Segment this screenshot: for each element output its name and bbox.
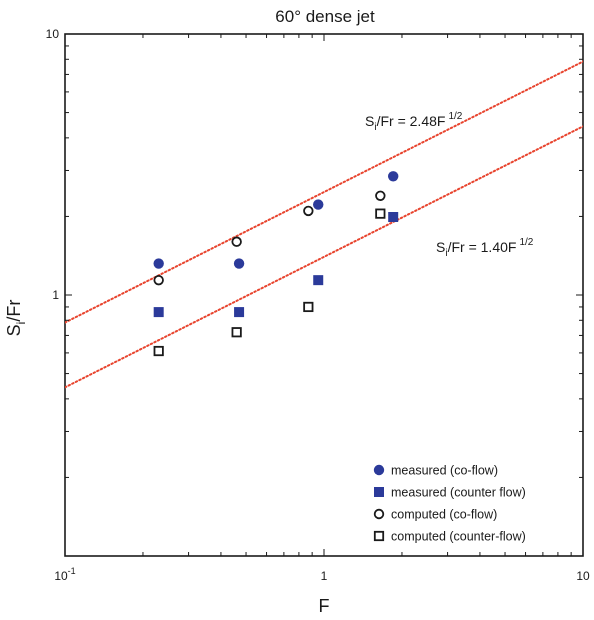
fit-lines — [65, 60, 583, 389]
fit-line — [65, 60, 583, 324]
axis-ticks — [64, 33, 584, 557]
data-points — [153, 171, 399, 357]
data-point — [231, 327, 242, 338]
y-axis-label-rest: /Fr — [4, 300, 24, 322]
data-point — [387, 171, 399, 182]
y-axis-label-main: S — [4, 324, 24, 336]
x-axis-label: F — [319, 596, 330, 616]
fit-labels: Si/Fr = 2.48F 1/2 Si/Fr = 1.40F 1/2 — [365, 111, 534, 259]
x-tick-label: 1 — [321, 569, 328, 583]
data-point — [303, 301, 314, 313]
data-point — [313, 199, 324, 210]
y-axis-label-sub: i — [14, 322, 28, 325]
plot-area — [64, 33, 584, 557]
data-point — [153, 345, 164, 357]
data-point — [234, 307, 245, 318]
legend-item: computed (counter-flow) — [373, 530, 526, 544]
data-point — [233, 258, 245, 269]
legend-marker — [374, 487, 384, 497]
fit-line-label: Si/Fr = 2.48F 1/2 — [365, 111, 463, 133]
legend-marker — [373, 464, 385, 476]
data-point — [153, 274, 164, 286]
x-tick-label: 10 — [576, 569, 590, 583]
fit-line-label: Si/Fr = 1.40F 1/2 — [436, 237, 534, 259]
y-tick-label: 1 — [52, 288, 59, 302]
chart-title: 60° dense jet — [275, 7, 375, 26]
tick-labels: 10-1 1 10 1 10 — [46, 27, 590, 583]
data-point — [375, 208, 386, 219]
data-point — [153, 258, 164, 269]
y-tick-label: 10 — [46, 27, 60, 41]
fit-line — [65, 125, 583, 389]
x-tick-label: 10-1 — [54, 566, 75, 583]
data-point — [313, 275, 324, 286]
data-point — [388, 211, 399, 222]
data-point — [303, 205, 314, 217]
legend-item: computed (co-flow) — [373, 508, 497, 522]
legend: measured (co-flow) measured (counter flow… — [373, 464, 526, 544]
legend-marker — [373, 530, 385, 542]
data-point — [375, 190, 386, 201]
data-point — [231, 236, 242, 247]
legend-item: measured (counter flow) — [374, 486, 526, 500]
legend-label: computed (co-flow) — [391, 508, 497, 522]
legend-label: computed (counter-flow) — [391, 530, 526, 544]
legend-label: measured (co-flow) — [391, 464, 498, 478]
data-point — [153, 307, 164, 318]
legend-label: measured (counter flow) — [391, 486, 526, 500]
legend-item: measured (co-flow) — [373, 464, 498, 478]
y-axis-label: Si/Fr — [4, 300, 28, 337]
legend-marker — [373, 508, 385, 520]
